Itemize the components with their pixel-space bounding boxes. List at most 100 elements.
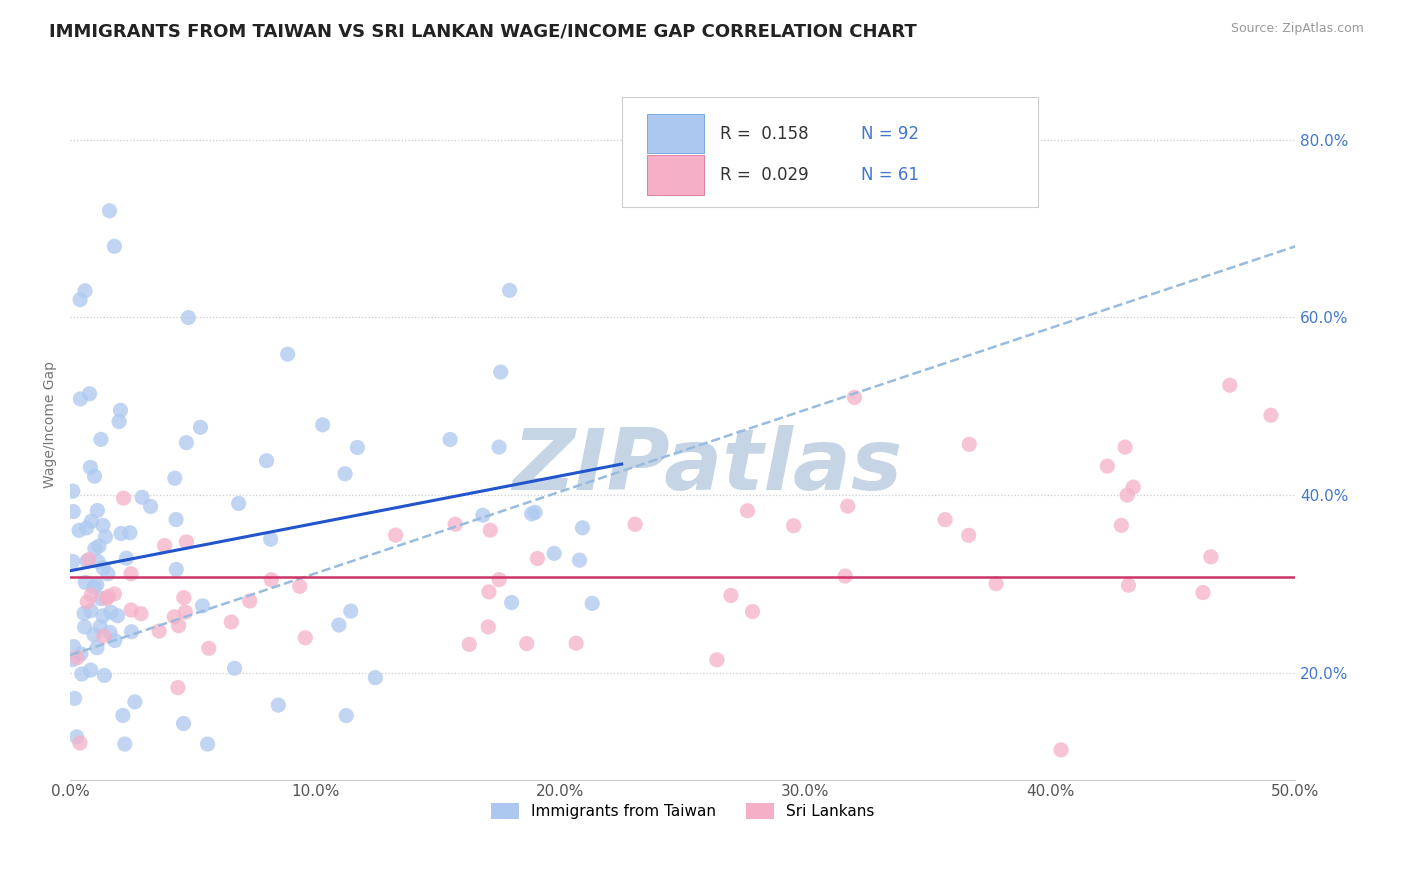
Point: [844, 391, 866, 405]
Point: [90, 433, 112, 447]
Point: [73, 607, 96, 621]
Point: [112, 491, 135, 505]
Point: [66, 650, 89, 665]
Point: [228, 496, 250, 510]
Point: [543, 546, 565, 560]
Point: [1116, 488, 1139, 502]
Point: [96, 591, 118, 606]
Point: [479, 523, 502, 537]
Point: [1122, 480, 1144, 494]
Point: [120, 603, 142, 617]
Point: [110, 526, 132, 541]
Point: [1097, 459, 1119, 474]
Point: [121, 624, 143, 639]
Point: [737, 504, 759, 518]
Text: ZIPatlas: ZIPatlas: [512, 425, 903, 508]
Point: [524, 505, 547, 519]
Point: [76, 595, 98, 609]
Point: [571, 521, 593, 535]
Point: [90, 591, 112, 606]
Point: [173, 591, 195, 605]
Point: [76, 521, 98, 535]
Point: [87, 555, 110, 569]
Point: [260, 573, 283, 587]
Point: [339, 604, 361, 618]
Point: [83, 628, 105, 642]
Point: [197, 737, 219, 751]
Point: [62, 640, 84, 654]
Point: [1118, 578, 1140, 592]
Point: [165, 512, 187, 526]
Point: [114, 737, 136, 751]
Point: [346, 441, 368, 455]
Point: [239, 594, 262, 608]
Point: [91, 608, 114, 623]
Point: [516, 637, 538, 651]
Y-axis label: Wage/Income Gap: Wage/Income Gap: [44, 360, 58, 488]
Point: [153, 539, 176, 553]
Point: [1111, 518, 1133, 533]
Text: R =  0.029: R = 0.029: [720, 166, 808, 184]
Point: [124, 695, 146, 709]
Point: [191, 599, 214, 613]
Point: [86, 503, 108, 517]
Point: [62, 554, 84, 568]
Point: [69, 392, 91, 406]
Point: [706, 653, 728, 667]
Point: [103, 239, 125, 253]
Point: [63, 691, 86, 706]
Point: [89, 620, 111, 634]
Point: [165, 562, 187, 576]
Point: [104, 633, 127, 648]
Point: [489, 365, 512, 379]
Point: [478, 585, 501, 599]
Point: [93, 668, 115, 682]
Point: [70, 667, 93, 681]
Point: [110, 403, 132, 417]
Point: [174, 605, 197, 619]
Point: [76, 554, 98, 568]
Point: [97, 590, 120, 604]
Point: [277, 347, 299, 361]
Point: [294, 631, 316, 645]
Point: [1050, 743, 1073, 757]
Point: [526, 551, 548, 566]
Point: [720, 589, 742, 603]
FancyBboxPatch shape: [647, 155, 704, 194]
Point: [176, 435, 198, 450]
FancyBboxPatch shape: [621, 97, 1038, 207]
Point: [83, 541, 105, 556]
Point: [1260, 408, 1282, 422]
Point: [458, 637, 481, 651]
Point: [139, 500, 162, 514]
Point: [80, 514, 103, 528]
Point: [148, 624, 170, 638]
Point: [934, 513, 956, 527]
Point: [80, 663, 103, 677]
Point: [624, 517, 647, 532]
Point: [488, 440, 510, 454]
Point: [75, 575, 97, 590]
Legend: Immigrants from Taiwan, Sri Lankans: Immigrants from Taiwan, Sri Lankans: [485, 797, 880, 825]
Point: [256, 453, 278, 467]
Point: [311, 417, 333, 432]
Point: [471, 508, 494, 523]
Point: [163, 471, 186, 485]
Point: [197, 641, 219, 656]
Point: [107, 608, 129, 623]
Point: [957, 528, 980, 542]
Text: Source: ZipAtlas.com: Source: ZipAtlas.com: [1230, 22, 1364, 36]
Point: [259, 532, 281, 546]
Text: N = 61: N = 61: [860, 166, 918, 184]
Point: [221, 615, 243, 629]
Point: [62, 653, 84, 667]
Text: N = 92: N = 92: [860, 125, 918, 143]
Point: [568, 553, 591, 567]
Point: [335, 708, 357, 723]
Point: [1219, 378, 1241, 392]
Point: [67, 524, 90, 538]
Point: [115, 551, 138, 566]
Point: [77, 552, 100, 566]
Point: [167, 618, 190, 632]
Point: [439, 433, 461, 447]
